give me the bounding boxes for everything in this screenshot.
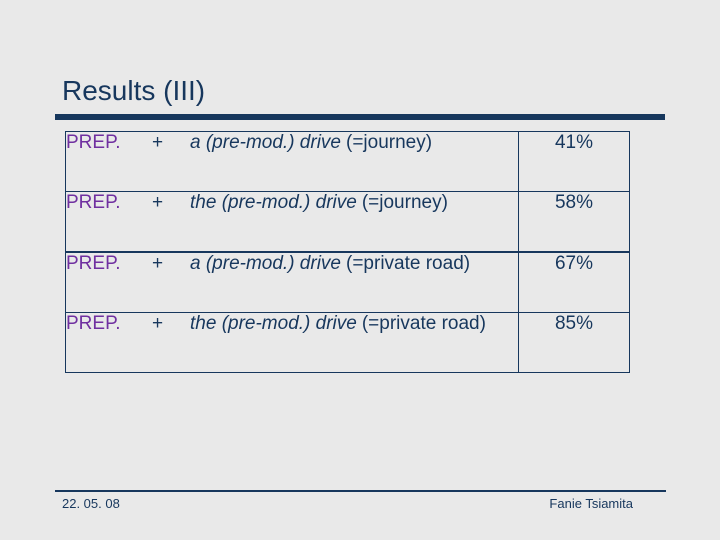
results-table: PREP. + a (pre-mod.) drive (=journey) 41% P…: [65, 131, 630, 373]
phrase-italic: the (pre-mod.) drive: [190, 192, 357, 213]
table-row: PREP. + the (pre-mod.) drive (=private road…: [65, 312, 630, 373]
table-cell-percent: 85%: [518, 312, 630, 373]
phrase: a (pre-mod.) drive (=private road): [190, 253, 470, 274]
table-cell-phrase: PREP. + the (pre-mod.) drive (=private road…: [65, 312, 519, 373]
phrase: the (pre-mod.) drive (=journey): [190, 192, 448, 213]
plus-sign: +: [152, 192, 164, 213]
table-row: PREP. + the (pre-mod.) drive (=journey) 58%: [65, 191, 630, 253]
phrase-italic: a (pre-mod.) drive: [190, 132, 341, 153]
plus-sign: +: [152, 132, 164, 153]
phrase: the (pre-mod.) drive (=private road): [190, 313, 486, 334]
title-rule: [55, 114, 665, 120]
footer-rule: [55, 490, 666, 492]
phrase: a (pre-mod.) drive (=journey): [190, 132, 432, 153]
footer-author: Fanie Tsiamita: [549, 496, 633, 511]
table-row: PREP. + a (pre-mod.) drive (=private road) …: [65, 251, 630, 313]
table-row: PREP. + a (pre-mod.) drive (=journey) 41%: [65, 131, 630, 192]
table-cell-phrase: PREP. + the (pre-mod.) drive (=journey): [65, 191, 519, 253]
plus-sign: +: [152, 313, 164, 334]
phrase-rest: (=private road): [346, 253, 471, 274]
table-cell-phrase: PREP. + a (pre-mod.) drive (=private road): [65, 251, 519, 313]
table-cell-percent: 58%: [518, 191, 630, 253]
table-cell-percent: 41%: [518, 131, 630, 192]
table-cell-phrase: PREP. + a (pre-mod.) drive (=journey): [65, 131, 519, 192]
phrase-rest: (=journey): [346, 132, 433, 153]
prep-label: PREP.: [66, 192, 121, 213]
prep-label: PREP.: [66, 253, 121, 274]
phrase-rest: (=private road): [361, 313, 486, 334]
slide-title: Results (III): [62, 75, 206, 106]
phrase-rest: (=journey): [361, 192, 448, 213]
table-cell-percent: 67%: [518, 251, 630, 313]
prep-label: PREP.: [66, 132, 121, 153]
plus-sign: +: [152, 253, 164, 274]
prep-label: PREP.: [66, 313, 121, 334]
phrase-italic: the (pre-mod.) drive: [190, 313, 357, 334]
phrase-italic: a (pre-mod.) drive: [190, 253, 341, 274]
footer-date: 22. 05. 08: [62, 496, 120, 511]
